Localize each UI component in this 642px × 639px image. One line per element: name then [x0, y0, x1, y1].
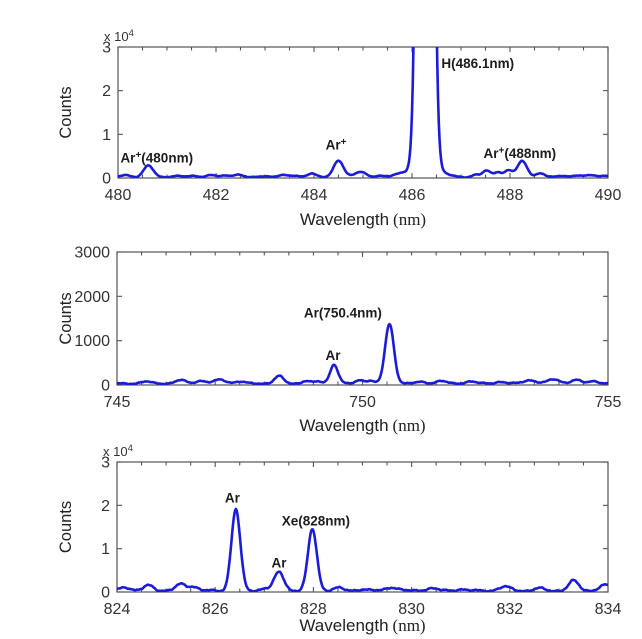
x-tick-label: 745 — [104, 394, 131, 411]
peak-annotation: Ar(750.4nm) — [304, 306, 382, 321]
y-tick-label: 0 — [102, 171, 111, 188]
peak-annotation: Ar — [326, 348, 342, 363]
x-tick-label: 486 — [399, 187, 426, 204]
x-axis-title: Wavelength (nm) — [299, 616, 425, 635]
x-ticks — [116, 462, 609, 592]
x-tick-label: 832 — [496, 601, 523, 618]
y-tick-label: 0 — [101, 378, 110, 395]
y-tick-label: 1000 — [74, 333, 110, 350]
x-axis-title: Wavelength (nm) — [299, 416, 425, 435]
y-exponent-label: x 104 — [103, 443, 133, 459]
chart-1: 480 482 484 486 488 490 0 1 2 3 Wavelength (nm) Coun… — [57, 28, 622, 229]
y-tick-label: 1 — [101, 541, 110, 558]
x-tick-label: 834 — [595, 601, 622, 618]
y-axis-title: Counts — [57, 292, 75, 344]
x-tick-label: 484 — [301, 187, 328, 204]
y-ticks — [117, 251, 608, 386]
y-axis-title: Counts — [57, 501, 75, 553]
peak-annotation: Xe(828nm) — [282, 514, 350, 529]
peak-annotation: Ar — [225, 491, 241, 506]
y-exponent-label: x 104 — [104, 28, 134, 44]
peak-annotation: Ar+(480nm) — [120, 150, 193, 166]
x-axis-title: Wavelength (nm) — [300, 210, 426, 229]
chart-3: 824 826 828 830 832 834 0 1 2 3 Wavelength (nm) Coun… — [57, 443, 621, 635]
x-tick-label: 824 — [104, 601, 131, 618]
x-tick-label: 488 — [497, 187, 524, 204]
y-tick-label: 2000 — [74, 289, 110, 306]
y-tick-label: 3000 — [74, 245, 110, 262]
y-tick-label: 2 — [101, 498, 110, 515]
x-tick-label: 490 — [595, 187, 622, 204]
x-tick-label: 828 — [300, 601, 327, 618]
x-tick-label: 482 — [203, 187, 230, 204]
x-tick-label: 750 — [349, 394, 376, 411]
x-tick-label: 826 — [202, 601, 229, 618]
y-axis-title: Counts — [57, 86, 75, 138]
y-tick-label: 1 — [102, 127, 111, 144]
peak-annotation: H(486.1nm) — [441, 56, 514, 71]
peak-annotation: Ar — [272, 556, 288, 571]
x-tick-label: 480 — [105, 187, 132, 204]
y-tick-label: 0 — [101, 585, 110, 602]
y-ticks — [118, 46, 608, 179]
spectrum-line — [117, 507, 608, 592]
y-tick-label: 3 — [102, 40, 111, 57]
spectrum-line — [118, 47, 608, 178]
chart-2: 745 750 755 0 1000 2000 3000 Wavelength (nm) Coun… — [57, 245, 621, 436]
x-tick-label: 755 — [595, 394, 622, 411]
spectrum-line — [117, 322, 608, 385]
peak-annotation: Ar+(488nm) — [483, 145, 556, 161]
y-ticks — [117, 461, 608, 593]
y-tick-label: 3 — [101, 455, 110, 472]
x-tick-label: 830 — [398, 601, 425, 618]
peak-annotation: Ar+ — [326, 137, 347, 153]
axes-box — [116, 461, 609, 593]
y-tick-label: 2 — [102, 83, 111, 100]
